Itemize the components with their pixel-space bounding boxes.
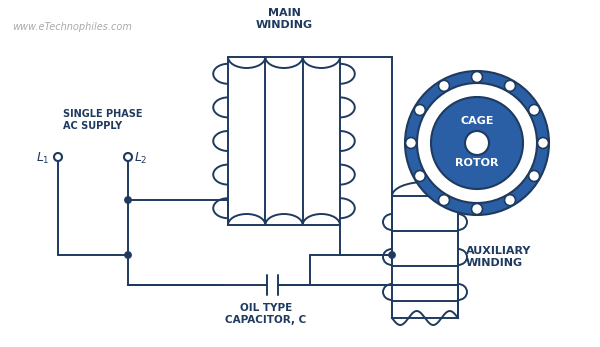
Circle shape bbox=[538, 137, 548, 149]
Circle shape bbox=[472, 203, 482, 214]
Circle shape bbox=[529, 104, 539, 116]
Text: www.eTechnophiles.com: www.eTechnophiles.com bbox=[12, 22, 132, 32]
Circle shape bbox=[529, 170, 539, 181]
Circle shape bbox=[415, 104, 425, 116]
Text: MAIN
WINDING: MAIN WINDING bbox=[256, 8, 313, 29]
Circle shape bbox=[465, 131, 489, 155]
Circle shape bbox=[406, 137, 416, 149]
Circle shape bbox=[439, 195, 449, 206]
Circle shape bbox=[415, 170, 425, 181]
Circle shape bbox=[125, 197, 131, 203]
Circle shape bbox=[439, 81, 449, 91]
Circle shape bbox=[405, 71, 549, 215]
Circle shape bbox=[389, 252, 395, 258]
Circle shape bbox=[431, 97, 523, 189]
Text: ROTOR: ROTOR bbox=[455, 158, 499, 168]
Text: $L_1$: $L_1$ bbox=[37, 151, 50, 166]
Text: CAGE: CAGE bbox=[460, 116, 494, 126]
Circle shape bbox=[124, 153, 132, 161]
Bar bbox=[392, 196, 458, 318]
Text: AUXILIARY
WINDING: AUXILIARY WINDING bbox=[466, 246, 532, 268]
Circle shape bbox=[505, 81, 515, 91]
Circle shape bbox=[54, 153, 62, 161]
Text: $L_2$: $L_2$ bbox=[134, 151, 148, 166]
Circle shape bbox=[417, 83, 537, 203]
Bar bbox=[228, 57, 340, 225]
Circle shape bbox=[125, 252, 131, 258]
Text: OIL TYPE
CAPACITOR, C: OIL TYPE CAPACITOR, C bbox=[226, 303, 307, 324]
Circle shape bbox=[505, 195, 515, 206]
Text: SINGLE PHASE
AC SUPPLY: SINGLE PHASE AC SUPPLY bbox=[63, 109, 143, 131]
Circle shape bbox=[472, 71, 482, 83]
